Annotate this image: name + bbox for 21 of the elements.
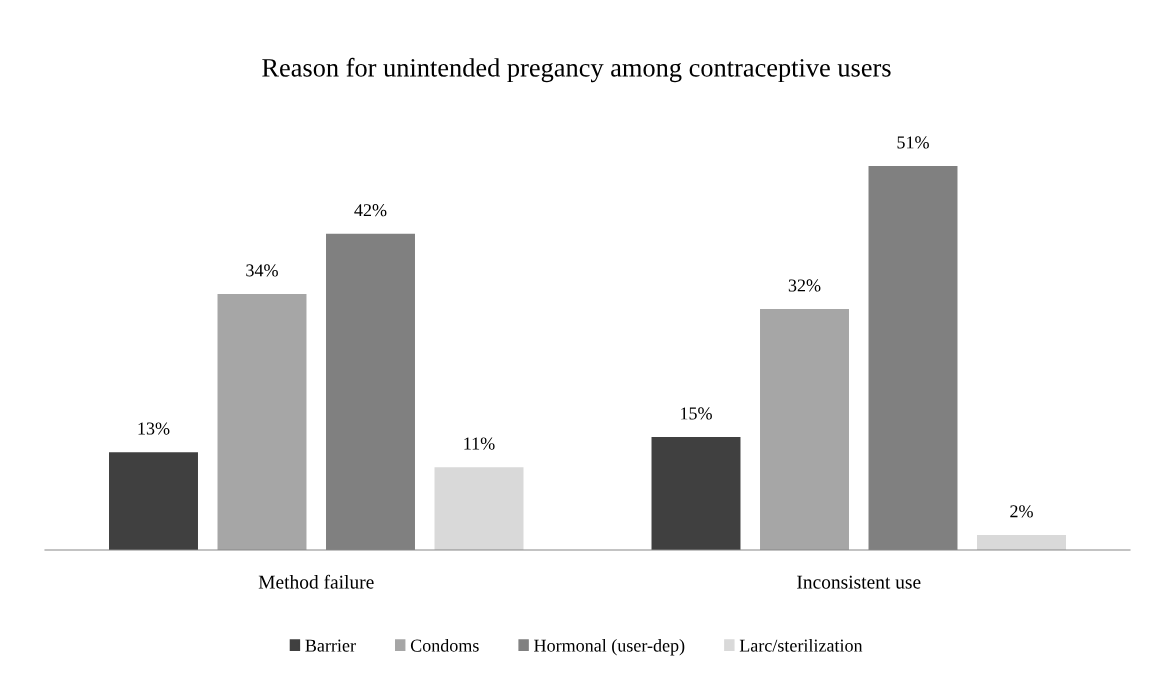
chart-title: Reason for unintended pregancy among contraceptive users — [262, 57, 891, 83]
x-tick-label: Inconsistent use — [797, 575, 921, 589]
legend-label: Condoms — [410, 639, 479, 652]
bar — [977, 534, 1066, 550]
data-label: 2% — [1010, 505, 1033, 518]
legend-label: Hormonal (user-dep) — [534, 639, 685, 656]
data-label: 15% — [681, 407, 712, 420]
data-label: 42% — [354, 204, 387, 217]
bar — [651, 437, 741, 550]
data-label: 51% — [897, 136, 929, 149]
data-label: 11% — [464, 437, 495, 450]
data-label: 13% — [138, 422, 170, 435]
bar — [434, 467, 524, 550]
data-label: 32% — [788, 279, 821, 292]
legend-label: Barrier — [305, 639, 356, 652]
legend-label: Larc/sterilization — [739, 639, 863, 652]
data-label: 34% — [246, 264, 278, 277]
bar — [217, 294, 307, 550]
bar — [109, 452, 198, 550]
bar — [760, 309, 849, 550]
x-tick-label: Method failure — [258, 574, 374, 589]
